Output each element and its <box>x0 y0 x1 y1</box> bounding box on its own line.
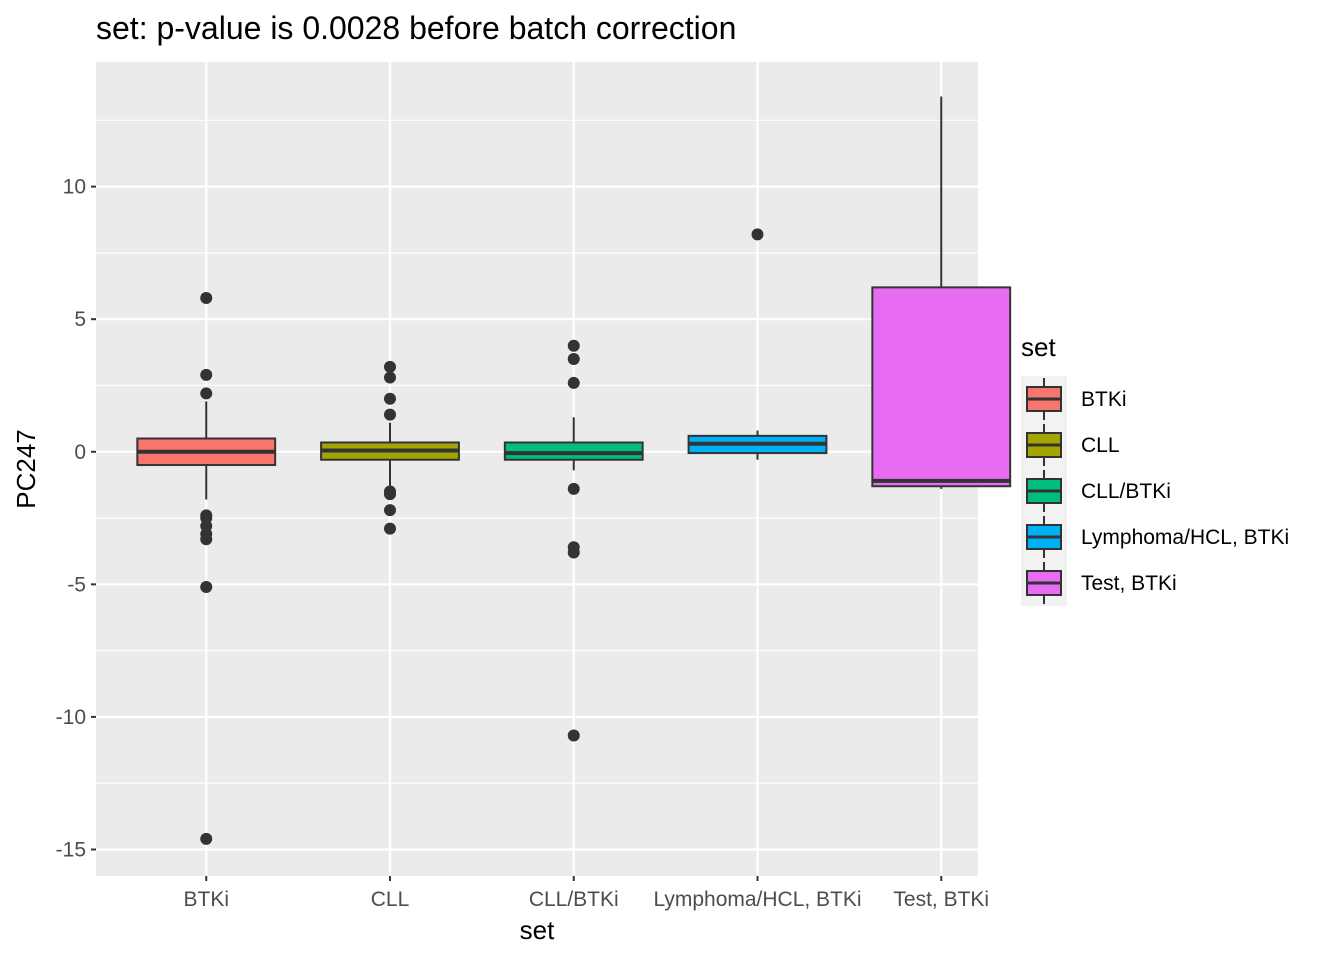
y-tick-label: 5 <box>74 308 86 331</box>
outlier-point <box>751 228 764 241</box>
legend-item: CLL <box>1026 424 1120 466</box>
legend-item: CLL/BTKi <box>1026 470 1171 512</box>
y-tick-label: -15 <box>56 838 86 861</box>
outlier-point <box>200 533 213 546</box>
box-group <box>687 228 828 460</box>
box-group <box>320 360 460 535</box>
outlier-point <box>567 729 580 742</box>
box-iqr <box>871 286 1012 488</box>
outlier-point <box>567 339 580 352</box>
box-group <box>871 96 1012 489</box>
legend: set BTKi CLL CLL/BTKi Lymphoma/HCL, BTKi Tes… <box>1021 332 1289 606</box>
outlier-point <box>567 376 580 389</box>
outlier-point <box>384 488 396 501</box>
outlier-point <box>200 291 213 304</box>
x-tick-label: BTKi <box>183 888 229 911</box>
legend-label: BTKi <box>1081 388 1127 411</box>
chart-title: set: p-value is 0.0028 before batch corr… <box>96 10 736 46</box>
y-tick-label: 10 <box>63 176 86 199</box>
outlier-point <box>384 522 396 535</box>
outlier-point <box>384 360 396 373</box>
box-group <box>503 339 644 742</box>
x-tick-label: Test, BTKi <box>893 888 989 911</box>
legend-item: BTKi <box>1026 378 1127 420</box>
legend-title: set <box>1021 332 1056 362</box>
y-axis-title: PC247 <box>11 429 41 509</box>
outlier-point <box>567 352 580 365</box>
y-tick-label: 0 <box>74 441 86 464</box>
plot-panel <box>96 62 978 876</box>
outlier-point <box>384 371 396 384</box>
legend-label: CLL/BTKi <box>1081 480 1171 503</box>
outlier-point <box>200 387 213 400</box>
outlier-point <box>200 832 213 845</box>
x-tick-label: CLL <box>371 888 410 911</box>
outlier-point <box>200 580 213 593</box>
y-axis: -15 -10 -5 0 5 10 <box>56 176 96 861</box>
boxes <box>136 96 1012 845</box>
y-tick-label: -5 <box>67 573 86 596</box>
legend-label: Test, BTKi <box>1081 572 1177 595</box>
legend-item: Lymphoma/HCL, BTKi <box>1026 516 1289 558</box>
x-tick-label: CLL/BTKi <box>529 888 619 911</box>
x-axis-title: set <box>520 915 555 945</box>
box-group <box>136 291 277 845</box>
outlier-point <box>384 504 396 517</box>
outlier-point <box>200 368 213 381</box>
x-tick-label: Lymphoma/HCL, BTKi <box>653 888 861 911</box>
grid-minor <box>96 119 978 784</box>
y-tick-label: -10 <box>56 706 86 729</box>
x-axis: BTKi CLL CLL/BTKi Lymphoma/HCL, BTKi Test, B… <box>183 876 989 911</box>
outlier-point <box>384 408 396 421</box>
outlier-point <box>567 482 580 495</box>
legend-label: Lymphoma/HCL, BTKi <box>1081 526 1289 549</box>
outlier-point <box>567 546 580 559</box>
outlier-point <box>384 392 396 405</box>
legend-item: Test, BTKi <box>1026 562 1177 604</box>
legend-label: CLL <box>1081 434 1120 457</box>
